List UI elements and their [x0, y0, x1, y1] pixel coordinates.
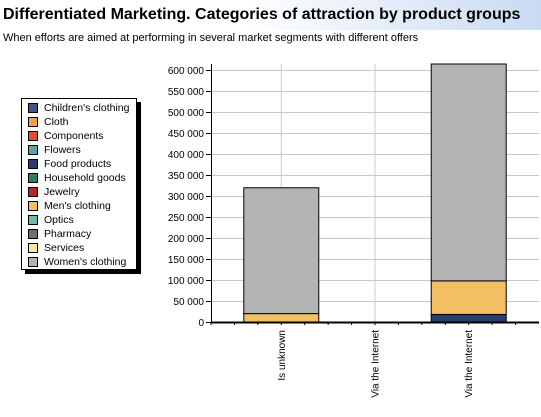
legend-label: Jewelry: [44, 186, 80, 198]
legend-item: Pharmacy: [22, 227, 136, 241]
bar-segment: [243, 313, 320, 323]
legend-swatch: [28, 145, 38, 155]
legend-item: Household goods: [22, 171, 136, 185]
legend-label: Flowers: [44, 144, 81, 156]
legend-label: Services: [44, 242, 85, 254]
legend-label: Optics: [44, 214, 74, 226]
legend-item: Optics: [22, 213, 136, 227]
legend-label: Cloth: [44, 116, 69, 128]
legend-swatch: [28, 131, 38, 141]
y-tick-label: 0: [198, 318, 204, 329]
y-tick-label: 100 000: [168, 276, 205, 287]
legend-label: Children's clothing: [44, 102, 130, 114]
chart-header: [0, 0, 541, 30]
legend-label: Pharmacy: [44, 228, 92, 240]
legend-swatch: [28, 257, 38, 267]
legend-item: Jewelry: [22, 185, 136, 199]
y-tick-label: 550 000: [168, 87, 205, 98]
legend-swatch: [28, 159, 38, 169]
chart-legend: Children's clothing Cloth Components Flower…: [21, 98, 137, 270]
y-tick-label: 50 000: [173, 297, 204, 308]
y-tick-label: 450 000: [168, 129, 205, 140]
y-tick-label: 400 000: [168, 150, 205, 161]
legend-swatch: [28, 173, 38, 183]
legend-label: Men's clothing: [44, 200, 111, 212]
y-tick-label: 200 000: [168, 234, 205, 245]
x-tick-label: Via the Internet: [464, 330, 475, 398]
y-tick-label: 250 000: [168, 213, 205, 224]
x-tick-label: Via the Internet: [371, 330, 382, 398]
legend-item: Components: [22, 129, 136, 143]
y-tick-label: 500 000: [168, 108, 205, 119]
legend-item: Women's clothing: [22, 255, 136, 269]
legend-label: Food products: [44, 158, 112, 170]
y-tick-label: 600 000: [168, 66, 205, 77]
legend-swatch: [28, 103, 38, 113]
legend-item: Men's clothing: [22, 199, 136, 213]
legend-item: Flowers: [22, 143, 136, 157]
chart-title: Differentiated Marketing. Categories of …: [3, 6, 521, 23]
bar-segment: [430, 63, 507, 282]
x-tick-label: Is unknown: [277, 330, 288, 381]
bar-segment: [243, 187, 320, 315]
legend-swatch: [28, 201, 38, 211]
legend-swatch: [28, 187, 38, 197]
legend-label: Components: [44, 130, 104, 142]
bar-segment: [430, 313, 507, 323]
legend-item: Services: [22, 241, 136, 255]
legend-swatch: [28, 243, 38, 253]
legend-item: Food products: [22, 157, 136, 171]
chart-subtitle: When efforts are aimed at performing in …: [3, 32, 419, 44]
y-tick-label: 300 000: [168, 192, 205, 203]
legend-label: Women's clothing: [44, 256, 127, 268]
legend-label: Household goods: [44, 172, 126, 184]
bar-segment: [430, 280, 507, 315]
legend-swatch: [28, 229, 38, 239]
legend-swatch: [28, 215, 38, 225]
legend-swatch: [28, 117, 38, 127]
y-tick-label: 150 000: [168, 255, 205, 266]
y-tick-label: 350 000: [168, 171, 205, 182]
legend-item: Children's clothing: [22, 101, 136, 115]
legend-item: Cloth: [22, 115, 136, 129]
